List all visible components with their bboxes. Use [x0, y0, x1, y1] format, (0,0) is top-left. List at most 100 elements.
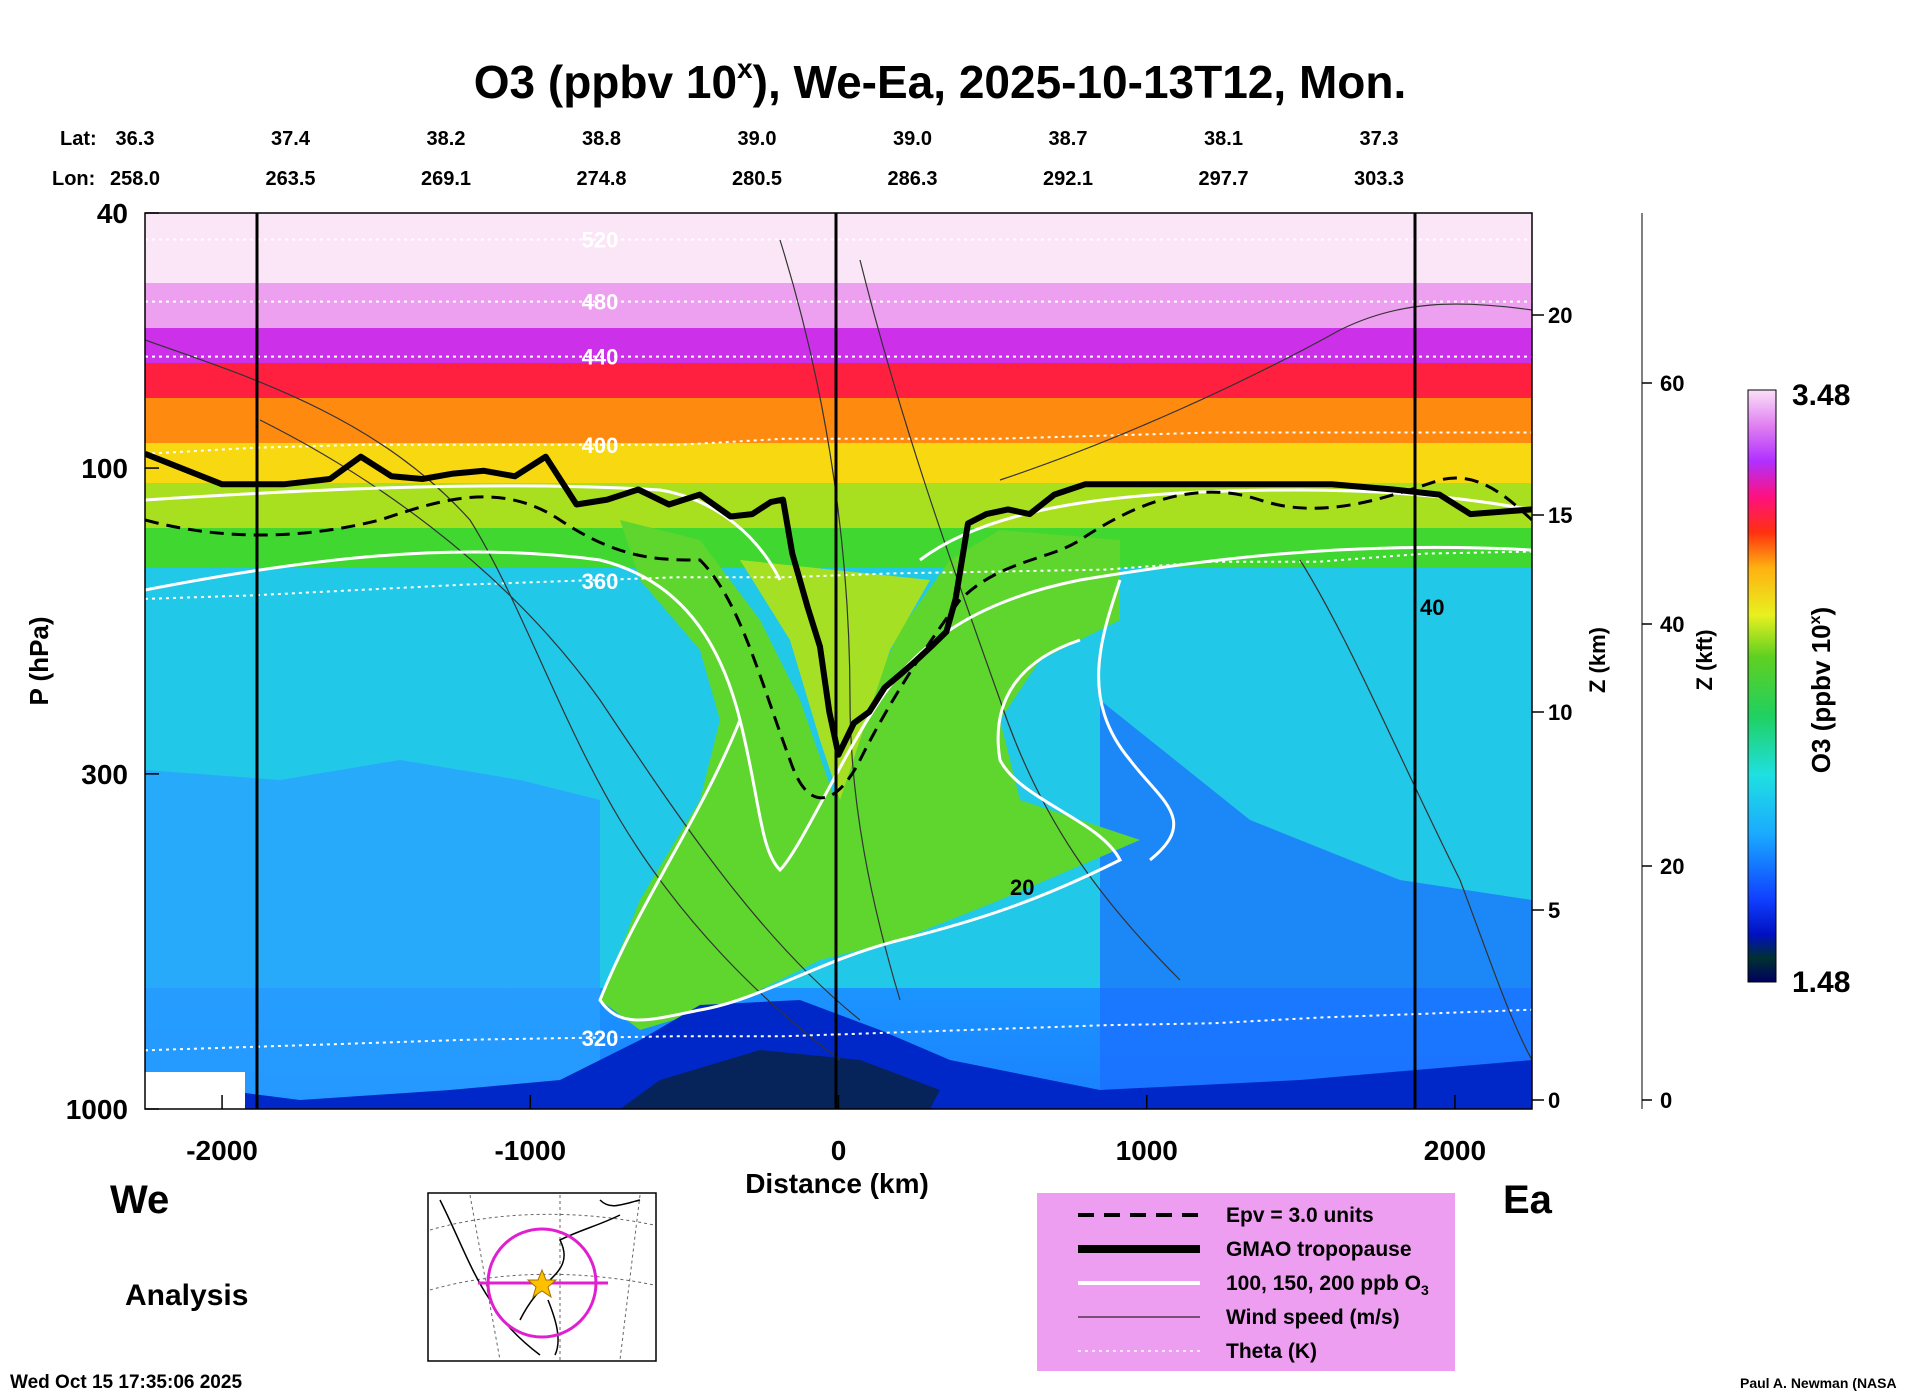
y-tick-label: 100 — [81, 453, 128, 484]
colorbar-max: 3.48 — [1792, 379, 1850, 412]
wind-label: 20 — [1010, 875, 1034, 900]
lat-label: Lat: — [60, 128, 97, 150]
lon-value: 269.1 — [421, 168, 471, 190]
legend-subscript: 3 — [1421, 1282, 1429, 1298]
legend-label: Theta (K) — [1226, 1340, 1317, 1363]
theta-label: 520 — [582, 228, 619, 253]
lon-value: 263.5 — [265, 168, 315, 190]
o3-band-red — [145, 363, 1532, 398]
o3-fold-green — [600, 520, 1140, 1030]
x-tick-label: -2000 — [186, 1135, 258, 1166]
lon-value: 274.8 — [576, 168, 626, 190]
y-axis: 40 100 300 1000 — [66, 198, 159, 1125]
lon-value: 303.3 — [1354, 168, 1404, 190]
o3-band-orange — [145, 398, 1532, 443]
analysis-label: Analysis — [125, 1279, 248, 1312]
z-kft-tick-label: 20 — [1660, 854, 1684, 879]
theta-label: 480 — [582, 290, 619, 315]
legend: Epv = 3.0 units GMAO tropopause 100, 150, … — [1037, 1193, 1455, 1371]
theta-label: 360 — [582, 569, 619, 594]
center-star-icon — [526, 1268, 558, 1299]
credit: Paul A. Newman (NASA — [1740, 1375, 1897, 1391]
wind-contour — [259, 419, 861, 1021]
graticule-line — [619, 1194, 641, 1361]
lat-lon-row: 36.3 258.0 37.4 263.5 38.2 269.1 38.8 274.8 39.0… — [110, 128, 1404, 190]
o3-band-green — [145, 528, 1532, 568]
z-kft-label: Z (kft) — [1692, 629, 1717, 690]
o3-surface-dark — [145, 1000, 1532, 1109]
z-km-tick-label: 15 — [1548, 503, 1572, 528]
z-km-axis: 0 5 10 15 20 — [1531, 213, 1572, 1113]
wind-label: 40 — [1420, 595, 1444, 620]
theta-line — [145, 431, 1532, 455]
lon-value: 258.0 — [110, 168, 160, 190]
inset-map — [427, 1192, 657, 1362]
o3-contour-line — [1097, 579, 1176, 862]
z-kft-tick-label: 60 — [1660, 371, 1684, 396]
wind-contour — [1299, 559, 1532, 1061]
graticule-line — [469, 1194, 501, 1361]
z-km-tick-label: 0 — [1548, 1088, 1560, 1113]
o3-surface-white — [145, 1072, 245, 1109]
colorbar-min: 1.48 — [1792, 966, 1850, 999]
legend-label: Epv = 3.0 units — [1226, 1204, 1374, 1227]
colorbar-label: O3 (ppbv 10x) — [1806, 607, 1836, 773]
z-km-tick-label: 5 — [1548, 898, 1560, 923]
theta-lines: 320 360 400 440 480 520 20 40 — [145, 228, 1532, 1052]
lat-value: 39.0 — [738, 128, 777, 150]
chart-title: O3 (ppbv 10x), We-Ea, 2025-10-13T12, Mon… — [474, 53, 1407, 108]
theta-label: 400 — [582, 433, 619, 458]
lat-value: 37.4 — [271, 128, 311, 150]
y-tick-label: 40 — [97, 198, 128, 229]
theta-line — [145, 1008, 1532, 1052]
x-axis-label: Distance (km) — [745, 1168, 929, 1199]
x-tick-label: 0 — [831, 1135, 847, 1166]
z-kft-axis: 0 20 40 60 — [1641, 213, 1684, 1113]
lon-value: 280.5 — [732, 168, 782, 190]
lon-value: 286.3 — [887, 168, 937, 190]
o3-low-blue-left — [145, 760, 600, 1109]
x-tick-label: 1000 — [1116, 1135, 1178, 1166]
colorbar — [1747, 389, 1777, 983]
lon-label: Lon: — [52, 168, 95, 190]
x-tick-label: -1000 — [494, 1135, 566, 1166]
lat-value: 38.1 — [1204, 128, 1243, 150]
lat-value: 38.2 — [427, 128, 466, 150]
wind-contour — [145, 339, 841, 1061]
o3-band-high — [145, 213, 1532, 283]
z-kft-tick-label: 0 — [1660, 1088, 1672, 1113]
wind-contour — [999, 303, 1532, 481]
legend-items: Epv = 3.0 units GMAO tropopause 100, 150, … — [1078, 1204, 1429, 1363]
timestamp: Wed Oct 15 17:35:06 2025 — [10, 1372, 242, 1393]
lat-value: 39.0 — [893, 128, 932, 150]
x-axis: -2000 -1000 0 1000 2000 — [186, 1095, 1486, 1166]
y-tick-label: 1000 — [66, 1094, 128, 1125]
legend-label: GMAO tropopause — [1226, 1238, 1412, 1261]
legend-label: Wind speed (m/s) — [1226, 1306, 1400, 1329]
lat-value: 38.8 — [582, 128, 621, 150]
gmao-tropopause-line — [145, 451, 1532, 758]
x-tick-label: 2000 — [1424, 1135, 1486, 1166]
plot-area: 320 360 400 440 480 520 20 40 — [145, 213, 1532, 1109]
wind-contour — [859, 259, 1181, 981]
legend-label: 100, 150, 200 ppb O3 — [1226, 1272, 1429, 1298]
east-label: Ea — [1503, 1178, 1553, 1222]
z-km-tick-label: 20 — [1548, 303, 1572, 328]
o3-band-violet — [145, 283, 1532, 328]
west-label: We — [110, 1178, 169, 1222]
map-graticule — [429, 1194, 655, 1361]
theta-label: 320 — [582, 1026, 619, 1051]
lat-value: 36.3 — [116, 128, 155, 150]
wind-contour — [779, 239, 901, 1001]
o3-surface-darkest — [620, 1050, 940, 1109]
y-axis-label: P (hPa) — [24, 616, 54, 705]
o3-contour-line — [145, 545, 1532, 873]
o3-band-magenta — [145, 328, 1532, 363]
z-kft-tick-label: 40 — [1660, 612, 1684, 637]
y-tick-label: 300 — [81, 759, 128, 790]
z-km-tick-label: 10 — [1548, 700, 1572, 725]
wind-speed-contours — [145, 239, 1532, 1061]
o3-contour-line — [598, 638, 1123, 1022]
z-km-label: Z (km) — [1585, 627, 1610, 693]
